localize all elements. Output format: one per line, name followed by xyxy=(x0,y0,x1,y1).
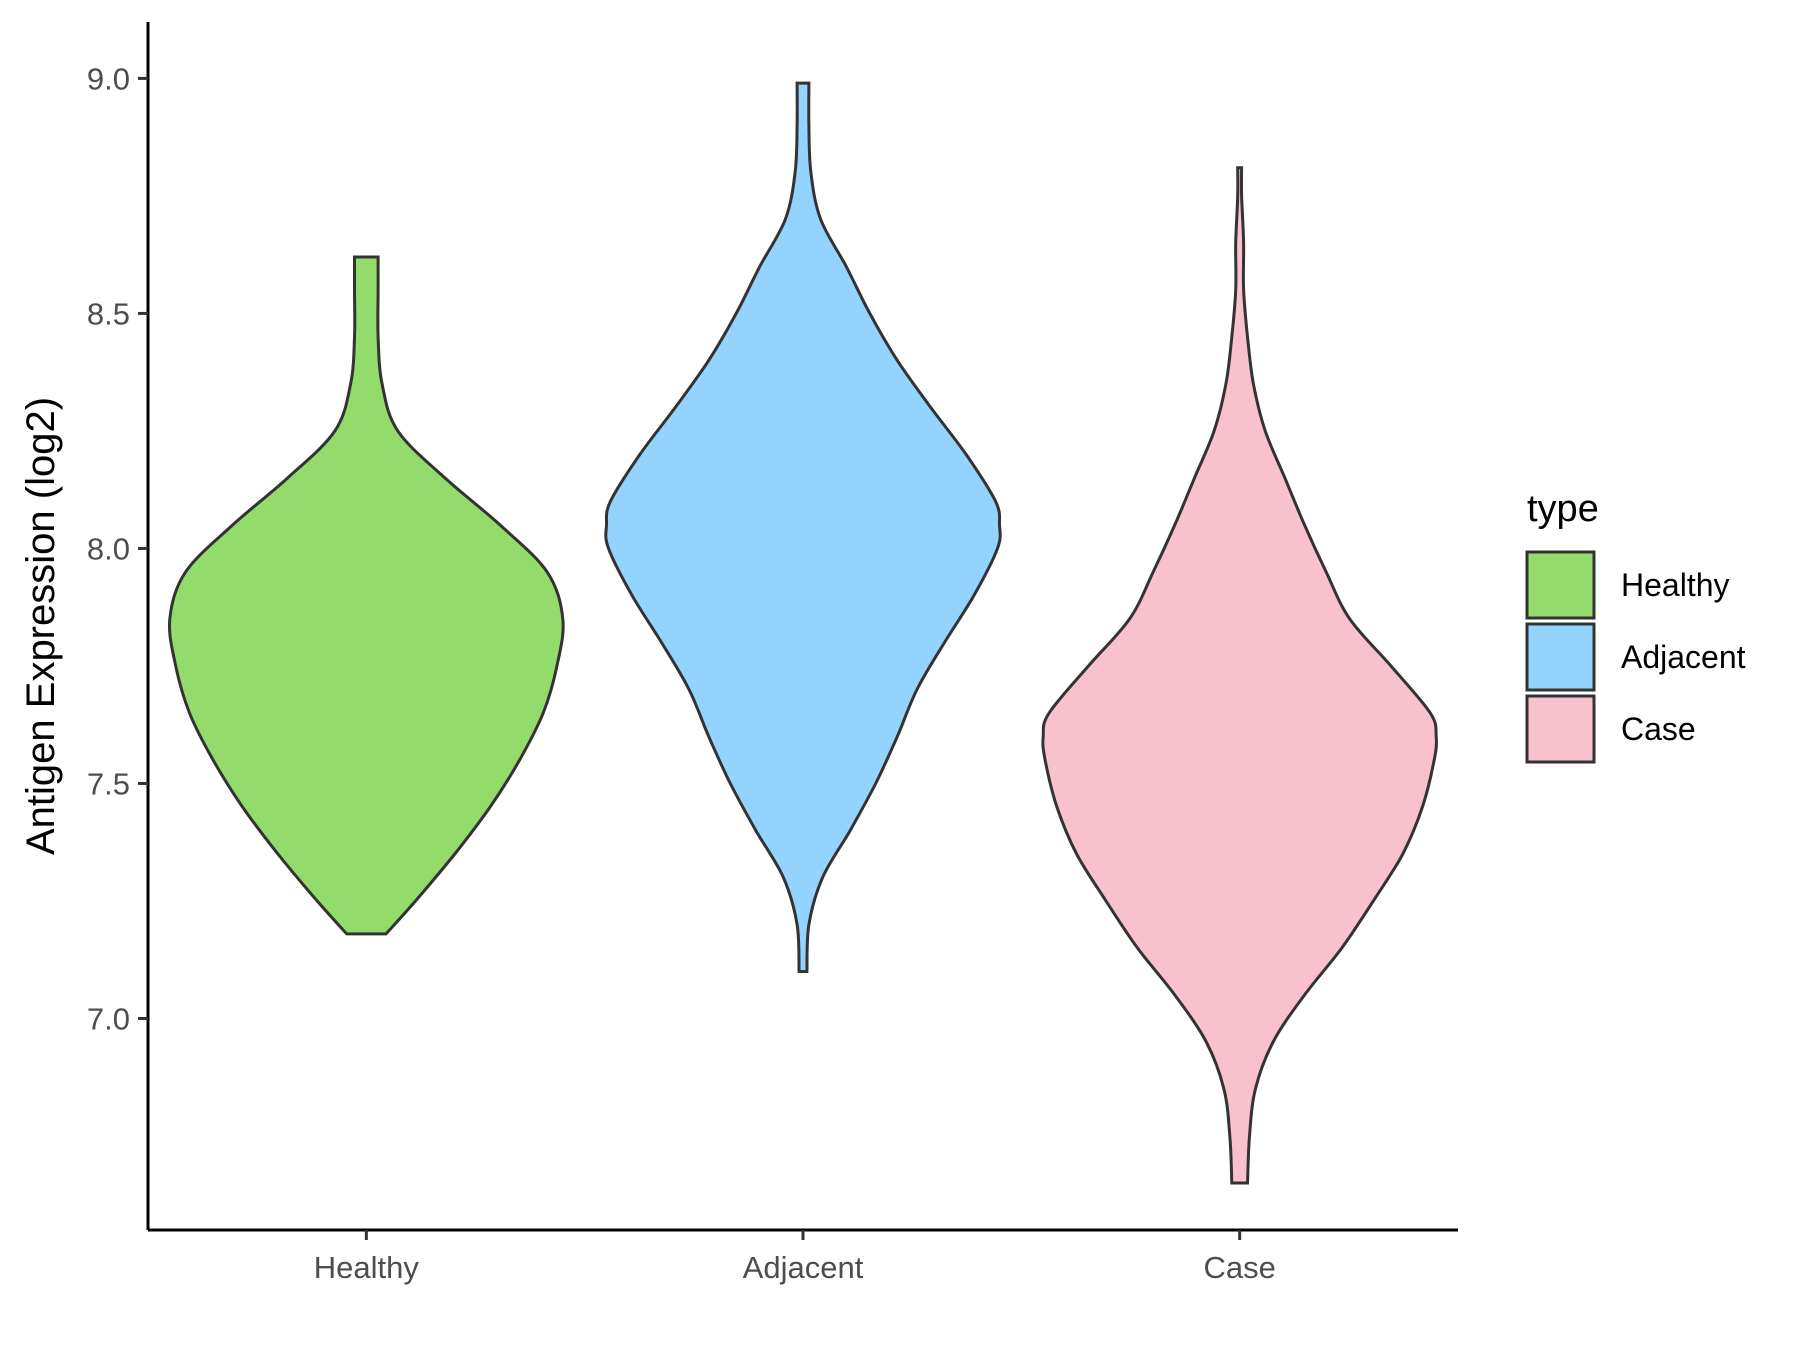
y-tick-label: 7.0 xyxy=(87,1001,130,1036)
x-tick-label: Adjacent xyxy=(743,1250,864,1285)
legend: type Healthy Adjacent Case xyxy=(1525,488,1746,764)
violin-case xyxy=(1041,166,1438,1185)
legend-key-case xyxy=(1525,694,1596,764)
x-tick-label: Case xyxy=(1203,1250,1275,1285)
violin-adjacent xyxy=(604,81,1002,973)
y-tick-label: 8.0 xyxy=(87,531,130,566)
axes: 7.0 7.5 8.0 8.5 9.0 Healthy Adjacent Case Antige… xyxy=(19,22,1458,1285)
y-tick-label: 7.5 xyxy=(87,766,130,801)
legend-title: type xyxy=(1527,488,1599,530)
violin-layer xyxy=(167,81,1438,1185)
legend-key-healthy xyxy=(1525,550,1596,620)
y-tick-label: 9.0 xyxy=(87,61,130,96)
legend-key-adjacent xyxy=(1525,622,1596,692)
legend-label-case: Case xyxy=(1621,711,1696,747)
legend-label-adjacent: Adjacent xyxy=(1621,639,1746,675)
y-tick-label: 8.5 xyxy=(87,296,130,331)
violin-healthy xyxy=(167,255,565,936)
x-tick-label: Healthy xyxy=(314,1250,420,1285)
legend-label-healthy: Healthy xyxy=(1621,567,1730,603)
y-axis-title: Antigen Expression (log2) xyxy=(19,397,63,855)
